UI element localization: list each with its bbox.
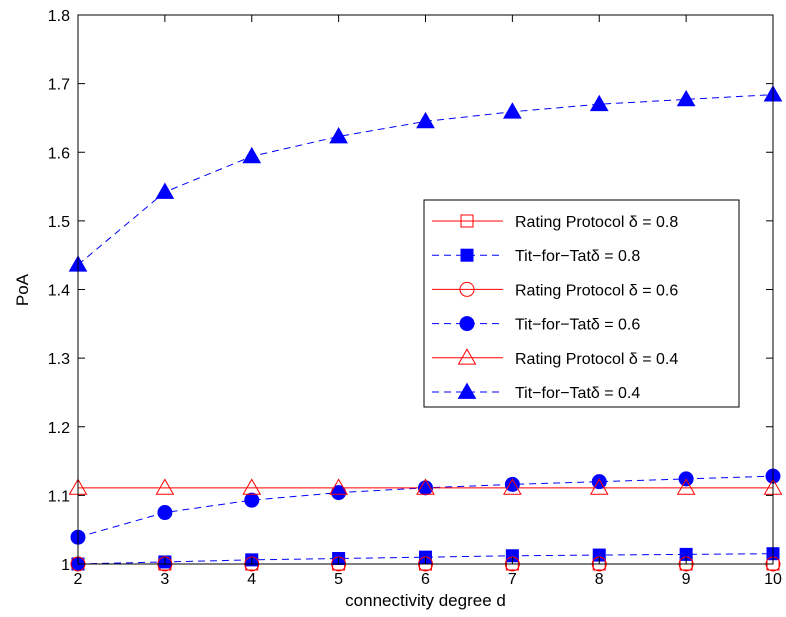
x-tick-label: 5 bbox=[334, 571, 343, 588]
x-tick-label: 6 bbox=[421, 571, 430, 588]
legend-marker-5 bbox=[457, 348, 477, 365]
legend-label-1: Rating Protocol δ = 0.8 bbox=[515, 214, 678, 231]
data-point-series-6 bbox=[676, 89, 696, 107]
data-point-series-5 bbox=[416, 478, 435, 495]
legend: Rating Protocol δ = 0.8 Tit−for−Tatδ = 0.… bbox=[423, 199, 740, 408]
data-point-series-6 bbox=[242, 146, 262, 164]
data-point-series-5 bbox=[242, 478, 262, 495]
legend-marker-1 bbox=[460, 214, 474, 228]
y-tick-label: 1 bbox=[61, 557, 70, 574]
data-point-series-6 bbox=[416, 111, 435, 129]
y-tick-label: 1.7 bbox=[48, 77, 70, 94]
data-point-series-4 bbox=[418, 480, 433, 496]
y-tick-label: 1.6 bbox=[48, 145, 70, 162]
legend-label-5: Rating Protocol δ = 0.4 bbox=[515, 351, 678, 368]
data-point-series-5 bbox=[503, 478, 522, 495]
data-point-series-6 bbox=[589, 94, 609, 112]
legend-marker-3 bbox=[459, 281, 475, 297]
axis-ticks bbox=[77, 14, 774, 565]
axis-tick-labels: 2 3 4 5 6 7 8 9 10 1 1.1 1.2 1.3 1.4 1.5 1.6 1.7 1.8 bbox=[48, 8, 782, 588]
x-tick-label: 4 bbox=[247, 571, 256, 588]
data-point-series-5 bbox=[589, 478, 609, 495]
x-tick-label: 3 bbox=[160, 571, 169, 588]
x-tick-label: 9 bbox=[682, 571, 691, 588]
legend-label-2: Tit−for−Tatδ = 0.8 bbox=[515, 248, 640, 265]
data-point-series-5 bbox=[676, 478, 696, 495]
y-tick-label: 1.2 bbox=[48, 420, 70, 437]
legend-marker-2 bbox=[460, 248, 474, 262]
y-tick-label: 1.4 bbox=[48, 283, 70, 300]
x-tick-label: 2 bbox=[74, 571, 83, 588]
data-point-series-6 bbox=[155, 182, 175, 199]
data-point-series-4 bbox=[157, 505, 173, 521]
y-tick-label: 1.8 bbox=[48, 8, 70, 25]
data-point-series-4 bbox=[331, 485, 347, 501]
legend-marker-4 bbox=[459, 316, 475, 332]
y-tick-label: 1.5 bbox=[48, 214, 70, 231]
legend-marker-6 bbox=[457, 382, 477, 399]
y-tick-label: 1.3 bbox=[48, 351, 70, 368]
legend-label-4: Tit−for−Tatδ = 0.6 bbox=[515, 317, 640, 334]
data-point-series-6 bbox=[329, 126, 348, 144]
data-point-series-5 bbox=[155, 478, 175, 495]
data-point-series-4 bbox=[591, 474, 607, 490]
data-point-series-4 bbox=[504, 476, 520, 492]
data-point-series-6 bbox=[503, 102, 522, 119]
data-point-series-4 bbox=[244, 492, 260, 508]
series-line-2 bbox=[77, 553, 774, 565]
legend-label-6: Tit−for−Tatδ = 0.4 bbox=[515, 385, 640, 402]
legend-label-3: Rating Protocol δ = 0.6 bbox=[515, 282, 678, 299]
x-axis-label: connectivity degree d bbox=[345, 591, 506, 610]
legend-box bbox=[423, 199, 740, 408]
x-tick-label: 8 bbox=[595, 571, 604, 588]
data-point-series-5 bbox=[329, 478, 348, 495]
x-tick-label: 10 bbox=[764, 571, 782, 588]
y-axis-label: PoA bbox=[13, 273, 32, 306]
y-tick-label: 1.1 bbox=[48, 488, 70, 505]
x-tick-label: 7 bbox=[508, 571, 517, 588]
